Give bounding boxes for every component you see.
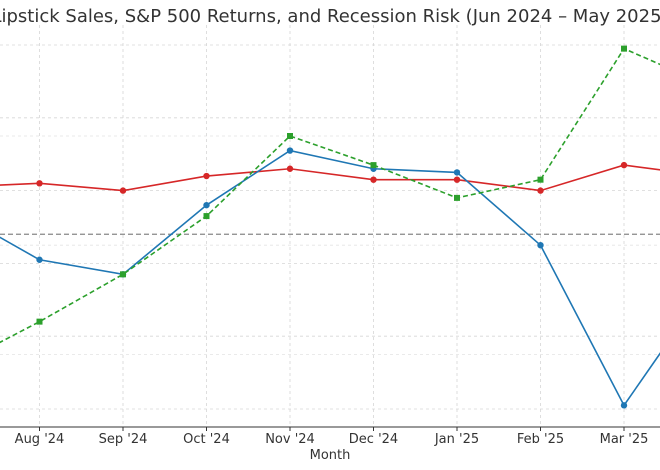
x-axis-ticks: Aug '24 Sep '24 Oct '24 Nov '24 Dec '24 Jan '… [15, 427, 649, 447]
chart-title: Lipstick Sales, S&P 500 Returns, and Rec… [0, 6, 660, 27]
data-point [370, 162, 377, 169]
series-1 [0, 161, 660, 194]
data-point [286, 165, 294, 172]
data-point [454, 194, 460, 201]
series-line [0, 149, 660, 407]
data-point [36, 256, 43, 263]
x-tick-label: Jan '25 [434, 432, 479, 447]
series-2 [0, 147, 660, 409]
x-tick-label: Mar '25 [600, 432, 649, 447]
data-point [370, 176, 377, 183]
data-point [537, 242, 544, 249]
data-point [203, 213, 210, 220]
x-tick-label: Oct '24 [183, 432, 230, 447]
data-point [537, 176, 544, 183]
data-point [453, 169, 461, 176]
data-point [203, 201, 210, 209]
x-axis-title: Month [310, 448, 351, 463]
data-point [537, 187, 544, 194]
data-point [620, 161, 628, 169]
data-point [287, 133, 293, 139]
data-point [203, 172, 210, 180]
x-tick-label: Nov '24 [265, 432, 315, 447]
series-3 [0, 45, 660, 344]
data-point [119, 187, 127, 194]
series-line [0, 164, 660, 192]
series-layer [0, 45, 660, 409]
data-point [286, 147, 294, 154]
data-point [120, 271, 126, 278]
data-point [36, 180, 43, 187]
data-point [36, 318, 43, 325]
data-point [620, 402, 628, 409]
x-tick-label: Aug '24 [15, 432, 65, 447]
data-point [453, 176, 461, 183]
x-tick-label: Feb '25 [517, 432, 564, 447]
x-tick-label: Sep '24 [99, 432, 148, 447]
data-point [621, 45, 627, 52]
grid-lines [0, 25, 660, 427]
series-line [0, 47, 660, 344]
x-tick-label: Dec '24 [349, 432, 398, 447]
